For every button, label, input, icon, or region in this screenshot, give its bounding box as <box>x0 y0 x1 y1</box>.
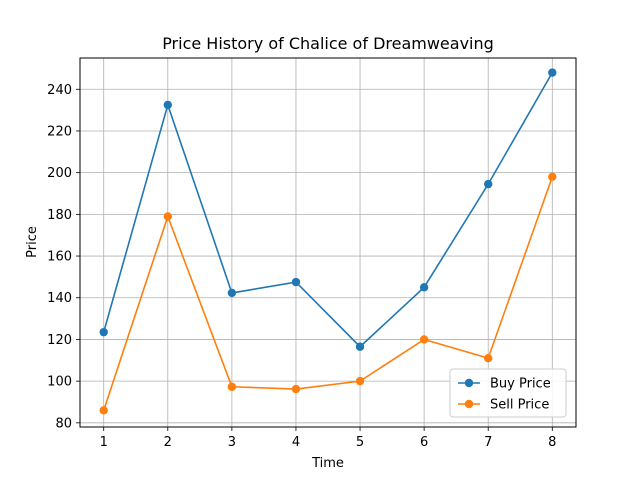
series-layer <box>99 68 557 415</box>
buy-price-point <box>419 283 429 292</box>
buy-price-point <box>484 179 493 189</box>
y-tick-label: 240 <box>47 83 72 98</box>
buy-price-point <box>291 277 301 287</box>
buy-price-point <box>99 327 108 337</box>
plot-area-frame <box>79 57 577 428</box>
y-tick-label: 220 <box>47 124 72 139</box>
y-tick-label: 140 <box>47 291 72 306</box>
legend-label-buy-price: Buy Price <box>490 377 551 392</box>
legend-marker-buy-price <box>464 378 474 388</box>
x-tick-label: 8 <box>548 435 556 450</box>
x-tick-label: 7 <box>484 435 492 450</box>
y-axis-label: Price <box>25 226 40 258</box>
x-tick-label: 4 <box>292 435 300 450</box>
sell-price-point <box>419 335 429 344</box>
buy-price-point <box>163 100 172 110</box>
y-tick-label: 200 <box>47 166 72 181</box>
legend-marker-sell-price <box>464 399 474 409</box>
buy-price-point <box>548 68 557 77</box>
y-tick-label: 180 <box>47 208 72 223</box>
x-tick-label: 5 <box>356 435 364 450</box>
buy-price-point <box>355 342 365 351</box>
sell-price-point <box>484 354 493 363</box>
y-tick-label: 80 <box>55 416 72 431</box>
sell-price-point <box>291 384 301 394</box>
sell-price-point <box>99 406 108 415</box>
chart-title: Price History of Chalice of Dreamweaving <box>162 34 494 53</box>
sell-price-point <box>355 376 365 386</box>
y-tick-label: 160 <box>47 250 72 265</box>
sell-price-point <box>548 172 557 182</box>
sell-price-point <box>227 382 237 391</box>
x-axis-label: Time <box>311 456 344 471</box>
legend-box <box>449 368 567 418</box>
sell-price-line <box>102 176 554 411</box>
sell-price-point <box>163 212 172 221</box>
y-tick-label: 120 <box>47 333 72 348</box>
x-tick-label: 6 <box>420 435 428 450</box>
legend-label-sell-price: Sell Price <box>490 398 549 413</box>
x-tick-label: 3 <box>228 435 236 450</box>
x-tick-label: 1 <box>100 435 108 450</box>
buy-price-point <box>227 288 237 298</box>
grid-lines <box>80 58 576 427</box>
buy-price-line <box>102 72 553 348</box>
y-axis-ticks: 80 100 120 140 160 180 200 220 240 <box>47 83 80 431</box>
legend: Buy Price Sell Price <box>449 368 567 418</box>
x-tick-label: 2 <box>164 435 172 450</box>
y-tick-label: 100 <box>47 375 72 390</box>
x-axis-ticks: 1 2 3 4 5 6 7 8 <box>100 427 556 450</box>
